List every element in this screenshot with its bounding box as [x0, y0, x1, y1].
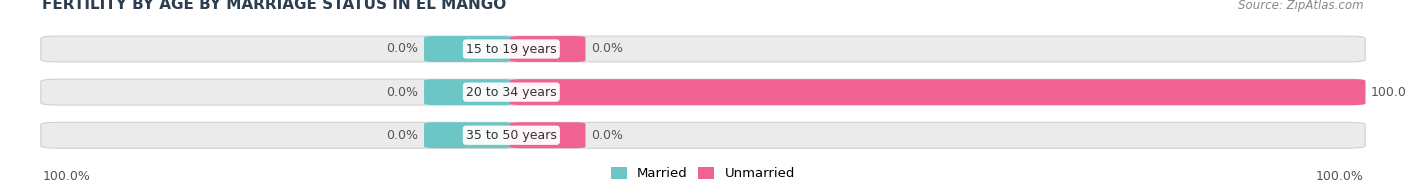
- FancyBboxPatch shape: [510, 122, 585, 148]
- Text: 0.0%: 0.0%: [387, 86, 419, 99]
- FancyBboxPatch shape: [425, 122, 513, 148]
- Text: 0.0%: 0.0%: [387, 129, 419, 142]
- Text: 0.0%: 0.0%: [387, 43, 419, 55]
- FancyBboxPatch shape: [425, 79, 513, 105]
- Text: FERTILITY BY AGE BY MARRIAGE STATUS IN EL MANGO: FERTILITY BY AGE BY MARRIAGE STATUS IN E…: [42, 0, 506, 12]
- FancyBboxPatch shape: [510, 36, 585, 62]
- Text: 20 to 34 years: 20 to 34 years: [465, 86, 557, 99]
- Text: 100.0%: 100.0%: [1316, 170, 1364, 183]
- Text: 0.0%: 0.0%: [591, 43, 623, 55]
- FancyBboxPatch shape: [425, 36, 513, 62]
- Text: 15 to 19 years: 15 to 19 years: [465, 43, 557, 55]
- Text: 35 to 50 years: 35 to 50 years: [465, 129, 557, 142]
- Text: 100.0%: 100.0%: [42, 170, 90, 183]
- FancyBboxPatch shape: [41, 122, 1365, 148]
- Text: 0.0%: 0.0%: [591, 129, 623, 142]
- FancyBboxPatch shape: [41, 79, 1365, 105]
- Text: 100.0%: 100.0%: [1371, 86, 1406, 99]
- Text: Source: ZipAtlas.com: Source: ZipAtlas.com: [1239, 0, 1364, 12]
- Legend: Married, Unmarried: Married, Unmarried: [606, 162, 800, 185]
- FancyBboxPatch shape: [510, 79, 1365, 105]
- FancyBboxPatch shape: [41, 36, 1365, 62]
